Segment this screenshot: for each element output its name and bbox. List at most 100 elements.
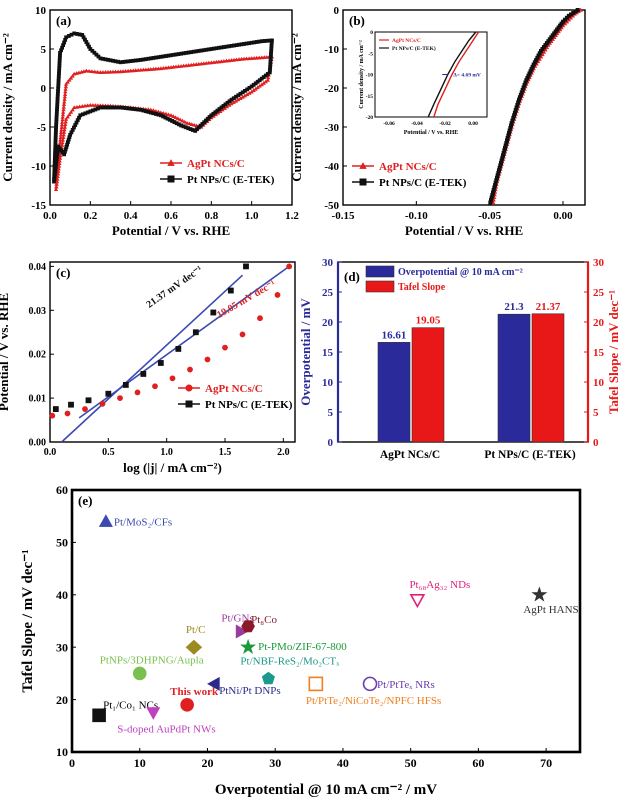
x-tick-label: 0.4 [124,210,138,222]
data-point [578,7,583,12]
linear-fit-line [78,265,290,419]
x-tick-label: -0.15 [332,210,355,222]
inset-y-axis-label: Current density / mA cm⁻² [359,40,365,109]
data-point [63,86,68,91]
bar-value-label: 21.3 [504,301,524,313]
literature-marker [308,676,324,692]
data-point [93,103,98,107]
data-point [220,107,225,112]
x-tick-label: 0.8 [204,210,218,222]
y-tick-label: 50 [56,536,68,550]
panel-b: -0.15 -0.10 -0.05 0.00-50-40-30-20-100Poten… [289,5,586,238]
x-tick-label: 1.5 [219,447,232,458]
data-point [218,109,223,113]
data-point [115,69,121,74]
data-point [243,263,249,270]
y2-axis-label: Tafel Slope / mV dec⁻¹ [606,290,621,414]
point-label: Pt₁/Co₁ NCs [103,699,158,711]
y2-tick-label: 15 [593,347,605,359]
bar [497,313,531,443]
data-point [246,56,252,61]
data-point [238,96,243,100]
data-point [224,104,230,109]
data-point [105,390,112,397]
literature-marker [241,620,255,633]
data-point [249,56,254,60]
data-point [52,406,59,412]
y-tick-label: 10 [322,377,334,389]
data-point [236,97,241,102]
x-tick-label: -0.10 [405,210,428,222]
x-tick-label: 0.0 [43,210,57,222]
data-point [62,99,67,104]
data-point [77,104,82,109]
data-point [62,97,67,101]
data-point [61,104,66,109]
data-point [62,94,67,99]
y2-tick-label: 0 [593,437,599,449]
data-point [152,383,158,390]
data-point [99,400,106,407]
data-point [58,137,63,142]
data-point [59,122,65,127]
inset-legend-label: Pt NPs/C (E-TEK) [392,45,436,52]
data-point [233,98,239,103]
point-label: Pt₆₈Ag₃₂ NDs [409,579,470,591]
x-tick-label: 60 [472,756,484,770]
x-tick-label: 30 [269,756,281,770]
data-point [65,114,70,119]
data-point [122,382,129,388]
point-label: Pt/C [186,624,206,636]
y-tick-label: 60 [56,483,68,497]
point-label: PtNi/Pt DNPs [219,685,280,697]
plot-frame [342,9,586,206]
data-point [85,397,92,404]
data-point [49,412,56,419]
data-point [148,67,153,71]
data-point [117,395,123,401]
data-point [543,47,548,52]
data-point [227,287,234,294]
data-point [63,81,69,86]
panel-label: (b) [349,13,365,28]
y-tick-label: 25 [322,287,334,299]
y-tick-label: 20 [322,317,334,329]
y-tick-label: 20 [56,693,68,707]
x-axis-label: log (|j| / mA cm⁻²) [123,460,222,475]
data-point [113,69,118,74]
data-point [82,103,88,108]
data-point [52,177,57,181]
data-point [58,132,64,137]
data-point [234,57,239,62]
literature-marker [146,707,161,720]
data-point [261,80,266,85]
data-point [68,75,74,80]
data-point [244,56,249,61]
data-point [65,79,70,84]
y-tick-label: 0 [328,437,334,449]
legend-label: Pt NPs/C (E-TEK) [187,174,275,186]
bar-value-label: 19.05 [416,315,441,327]
data-point [151,66,156,71]
x-tick-label: -0.05 [478,210,501,222]
data-point [58,135,63,140]
data-point [221,58,227,63]
data-point [60,117,65,122]
legend-marker [185,400,193,408]
bar-value-label: 21.37 [536,301,561,313]
data-point [62,92,68,96]
panel-e: 0 10 20 30 40 50 60 70102030405060Overpotential… [20,483,582,798]
data-point [210,309,217,316]
data-point [128,68,133,73]
inset-annotation: Δ= 4.69 mV [453,73,481,79]
data-point [59,125,64,129]
data-point [215,110,221,115]
y-tick-label: 10 [56,745,68,759]
point-label: This work [170,686,219,698]
data-point [61,109,66,114]
data-point [141,67,146,72]
panel-label: (d) [344,269,360,284]
data-point [140,371,147,377]
y-tick-label: 30 [322,257,334,269]
data-point [59,127,64,132]
